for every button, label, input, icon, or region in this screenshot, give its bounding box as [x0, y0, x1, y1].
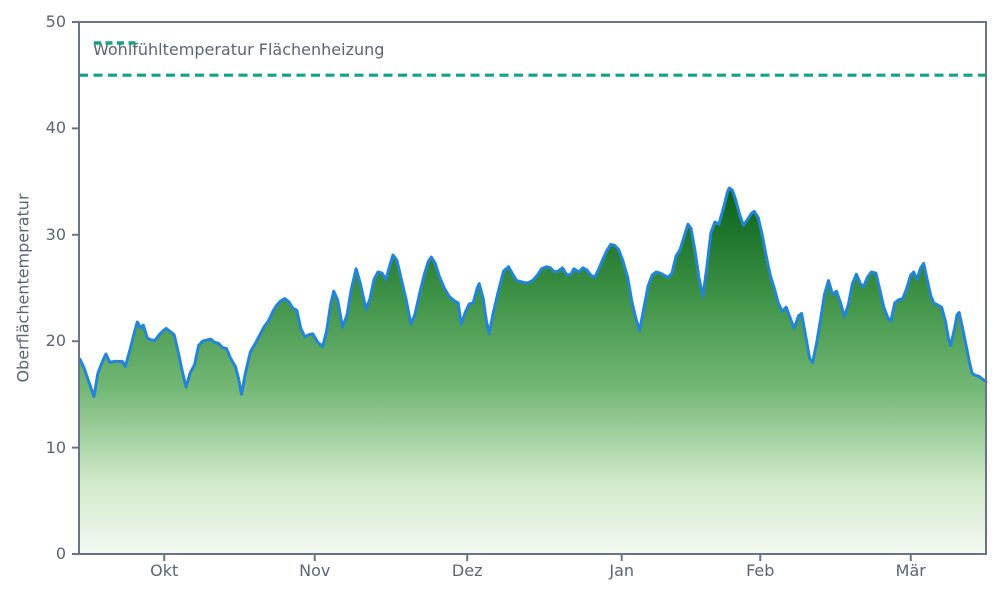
y-tick-label: 10: [45, 437, 66, 457]
y-tick-label: 0: [55, 544, 66, 563]
x-tick-label: Mär: [895, 561, 926, 580]
y-axis-title: Oberflächentemperatur: [13, 193, 33, 383]
axes-frame: [78, 21, 987, 555]
legend-label: Wohlfühltemperatur Flächenheizung: [93, 40, 385, 59]
x-tick-label: Feb: [746, 561, 775, 580]
x-tick-label: Dez: [451, 561, 483, 580]
x-tick-label: Nov: [299, 561, 331, 580]
y-tick-label: 40: [45, 118, 66, 138]
legend-dash-icon: [94, 41, 136, 45]
y-tick-label: 20: [45, 331, 66, 351]
y-tick-label: 30: [45, 224, 66, 244]
temperature-line: [78, 186, 988, 398]
y-tick-label: 50: [45, 12, 66, 31]
x-tick-label: Jan: [609, 561, 635, 580]
x-tick-label: Okt: [150, 561, 179, 580]
legend: Wohlfühltemperatur Flächenheizung: [93, 40, 384, 59]
temperature-area: [80, 188, 986, 554]
